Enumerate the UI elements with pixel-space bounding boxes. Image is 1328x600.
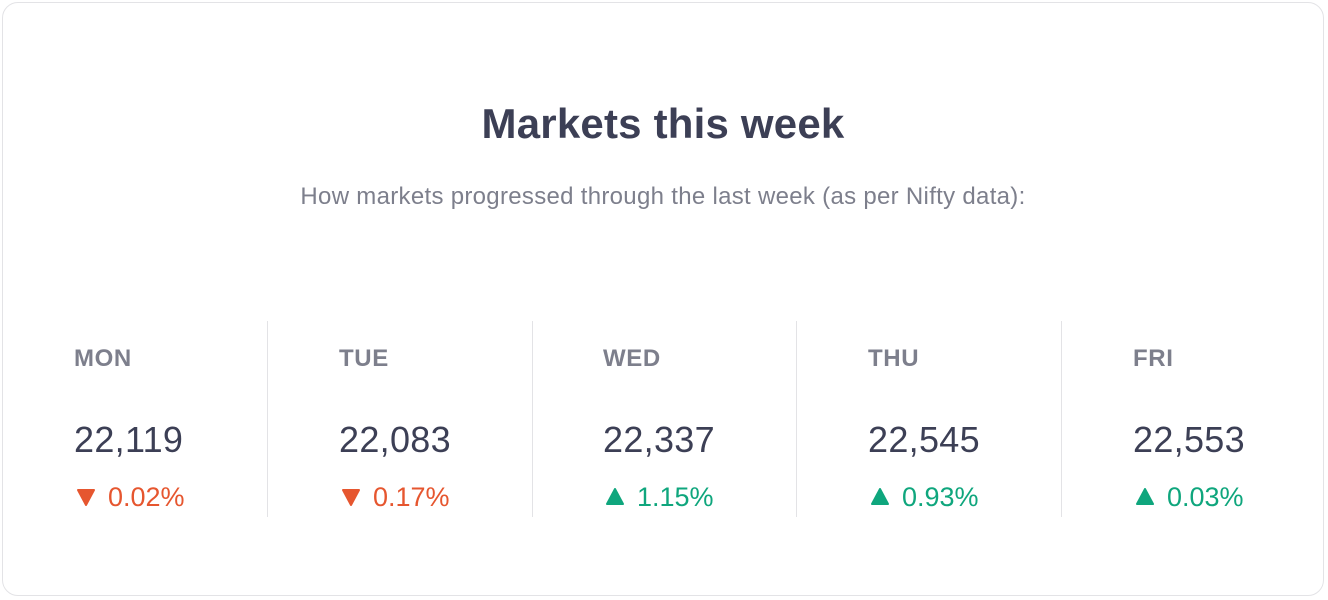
- day-column-wed: WED 22,337 1.15%: [532, 321, 797, 517]
- day-column-fri: FRI 22,553 0.03%: [1062, 321, 1326, 517]
- day-change: 0.02%: [76, 481, 185, 513]
- day-change-value: 0.02%: [108, 482, 185, 512]
- day-change: 0.93%: [870, 481, 979, 513]
- day-value: 22,337: [603, 419, 715, 460]
- day-change: 0.17%: [341, 481, 450, 513]
- day-column-thu: THU 22,545 0.93%: [797, 321, 1062, 517]
- days-row: MON 22,119 0.02% TUE 22,083 0.17% WED 22…: [3, 321, 1323, 521]
- card-title: Markets this week: [481, 100, 845, 147]
- day-change-value: 0.03%: [1167, 482, 1244, 512]
- day-value: 22,083: [339, 419, 451, 460]
- day-value: 22,553: [1133, 419, 1245, 460]
- triangle-up-icon: [870, 487, 892, 507]
- day-change: 1.15%: [605, 481, 714, 513]
- day-column-mon: MON 22,119 0.02%: [3, 321, 268, 517]
- day-label: MON: [74, 345, 132, 372]
- day-change: 0.03%: [1135, 481, 1244, 513]
- day-value: 22,545: [868, 419, 980, 460]
- day-change-value: 0.93%: [902, 482, 979, 512]
- day-change-value: 1.15%: [637, 482, 714, 512]
- day-label: TUE: [339, 345, 389, 372]
- day-change-value: 0.17%: [373, 482, 450, 512]
- triangle-up-icon: [1135, 487, 1157, 507]
- triangle-down-icon: [341, 487, 363, 507]
- day-value: 22,119: [74, 419, 184, 460]
- triangle-down-icon: [76, 487, 98, 507]
- day-column-tue: TUE 22,083 0.17%: [268, 321, 533, 517]
- day-label: WED: [603, 345, 661, 372]
- day-label: THU: [868, 345, 920, 372]
- card-subtitle: How markets progressed through the last …: [300, 183, 1026, 210]
- day-label: FRI: [1133, 345, 1174, 372]
- triangle-up-icon: [605, 487, 627, 507]
